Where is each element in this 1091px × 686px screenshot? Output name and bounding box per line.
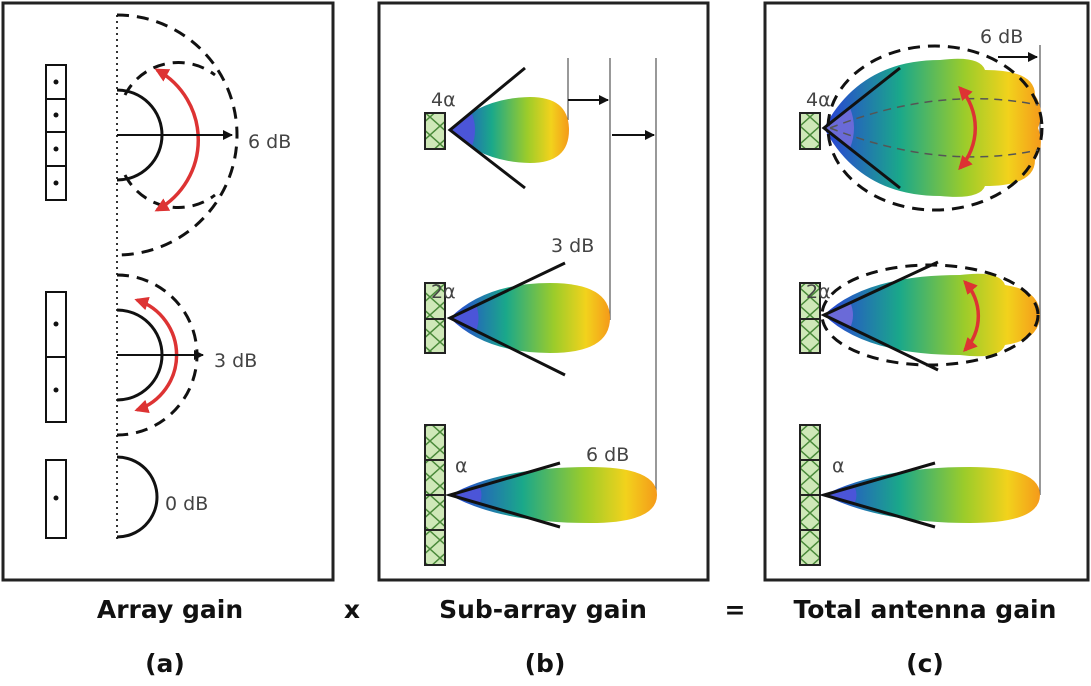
beam-label: 2α (806, 281, 831, 303)
panel-label: (b) (525, 649, 566, 678)
reference-lines (568, 58, 656, 495)
operator: x (344, 595, 360, 624)
caption: Array gain (97, 595, 243, 624)
caption: Sub-array gain (439, 595, 647, 624)
caption: Total antenna gain (794, 595, 1057, 624)
gain-label: 3 dB (214, 350, 257, 372)
antennas (800, 113, 820, 565)
beam-label: α (455, 455, 468, 477)
beam-label: α (832, 455, 845, 477)
beam-label: 4α (431, 89, 456, 111)
gain-label: 6 dB (248, 131, 291, 153)
panel-label: (a) (145, 649, 185, 678)
panel-a: 6 dB 3 dB 0 dB (3, 3, 333, 580)
panel-b: 4α 2α α 3 dB 6 dB (379, 3, 708, 580)
beams (822, 46, 1042, 527)
figure: 6 dB 3 dB 0 dB 4α 2α α 3 dB (0, 0, 1091, 686)
panel-c: 4α 2α α 6 dB (765, 3, 1088, 580)
beam-label: 2α (431, 281, 456, 303)
gain-label: 0 dB (165, 493, 208, 515)
gain-label: 6 dB (586, 444, 629, 466)
beam-label: 4α (806, 89, 831, 111)
gain-label: 3 dB (551, 235, 594, 257)
antenna-array (46, 65, 66, 538)
antennas (425, 113, 445, 565)
gain-label: 6 dB (980, 26, 1023, 48)
patterns (117, 15, 237, 537)
elements (54, 80, 59, 501)
operator: = (725, 595, 746, 624)
panel-label: (c) (906, 649, 944, 678)
